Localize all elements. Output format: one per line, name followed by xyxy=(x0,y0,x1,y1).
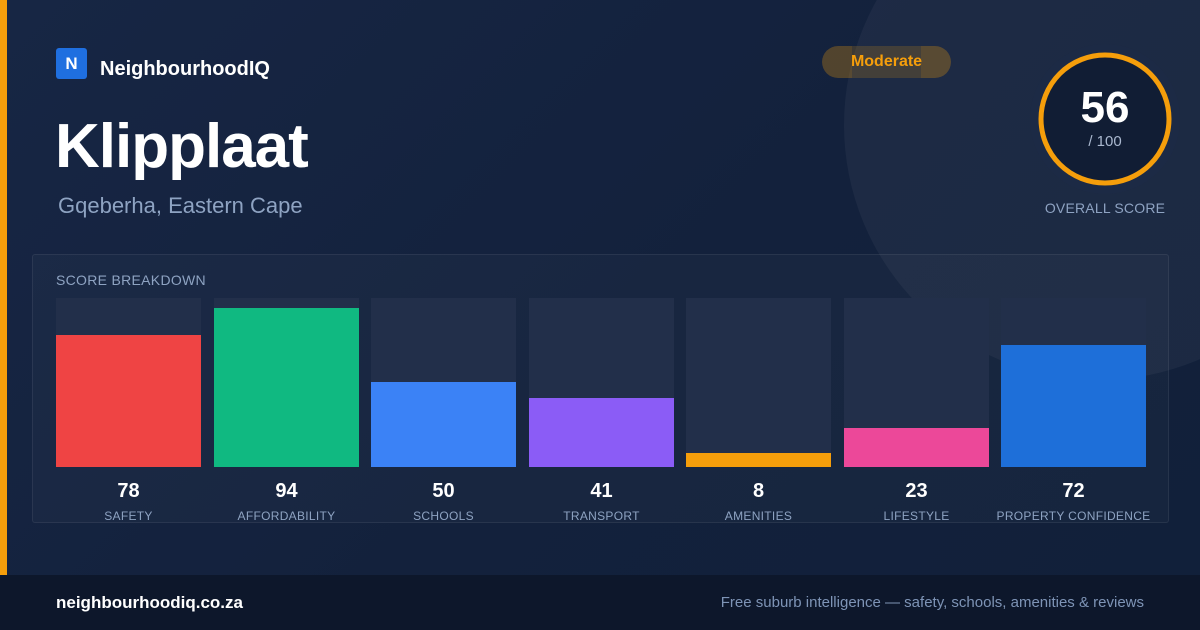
breakdown-title: SCORE BREAKDOWN xyxy=(56,272,206,288)
bar-column: 50 SCHOOLS xyxy=(371,298,516,524)
bar-category-label: AMENITIES xyxy=(724,509,793,523)
score-ring-progress xyxy=(1038,52,1172,186)
bar-column: 78 SAFETY xyxy=(56,298,201,524)
bar-track xyxy=(56,298,201,467)
rating-badge-label: Moderate xyxy=(850,53,923,70)
bar-track xyxy=(371,298,516,467)
footer-domain-link[interactable]: neighbourhoodiq.co.za xyxy=(56,593,243,612)
bar-column: 8 AMENITIES xyxy=(686,298,831,524)
bar-value-label: 8 xyxy=(752,480,765,502)
bar-value-label: 72 xyxy=(1062,480,1085,502)
brand[interactable]: N NeighbourhoodIQ xyxy=(56,46,270,81)
bar-value-label: 23 xyxy=(905,480,928,502)
bar xyxy=(529,398,674,467)
bar-value-label: 41 xyxy=(590,480,613,502)
brand-logo-icon: N xyxy=(56,48,87,79)
accent-stripe xyxy=(0,0,7,575)
bar-column: 94 AFFORDABILITY xyxy=(214,298,359,524)
page-subtitle: Gqeberha, Eastern Cape xyxy=(58,193,303,218)
brand-name: NeighbourhoodIQ xyxy=(100,58,270,80)
page-title: Klipplaat xyxy=(55,112,309,181)
overall-score-max: / 100 xyxy=(1088,133,1122,150)
bar-column: 72 PROPERTY CONFIDENCE xyxy=(997,298,1150,524)
score-bar-chart: 78 SAFETY 94 AFFORDABILITY 50 SCHOOLS 41 TRANSP… xyxy=(56,298,1150,524)
footer-tagline: Free suburb intelligence — safety, schoo… xyxy=(720,594,1144,611)
bar-category-label: LIFESTYLE xyxy=(883,509,950,523)
overall-score-ring: 56 / 100 xyxy=(1030,44,1180,194)
bar-track xyxy=(686,298,831,467)
bar xyxy=(371,382,516,467)
bar-category-label: TRANSPORT xyxy=(563,509,640,523)
score-breakdown-panel: SCORE BREAKDOWN 78 SAFETY 94 AFFORDABILITY 5… xyxy=(32,254,1169,523)
bar-track xyxy=(844,298,989,467)
bar xyxy=(214,308,359,467)
bar xyxy=(844,428,989,467)
bar-value-label: 78 xyxy=(117,480,140,502)
overall-score-caption: OVERALL SCORE xyxy=(1044,200,1166,216)
bar xyxy=(56,335,201,467)
score-ring-graphic xyxy=(1030,44,1180,194)
bar-category-label: PROPERTY CONFIDENCE xyxy=(996,509,1151,523)
bar-track xyxy=(214,298,359,467)
bar-track xyxy=(1001,298,1146,467)
bar-category-label: SAFETY xyxy=(104,509,153,523)
overall-score-value: 56 xyxy=(1080,83,1130,132)
bar-category-label: AFFORDABILITY xyxy=(237,509,336,523)
bar xyxy=(686,453,831,467)
bar-category-label: SCHOOLS xyxy=(413,509,474,523)
bar-track xyxy=(529,298,674,467)
bar-column: 23 LIFESTYLE xyxy=(844,298,989,524)
bar-value-label: 94 xyxy=(275,480,298,502)
footer: neighbourhoodiq.co.za Free suburb intell… xyxy=(0,575,1200,630)
rating-badge: Moderate xyxy=(822,46,951,78)
bar-column: 41 TRANSPORT xyxy=(529,298,674,524)
bar xyxy=(1001,345,1146,467)
bar-value-label: 50 xyxy=(432,480,455,502)
